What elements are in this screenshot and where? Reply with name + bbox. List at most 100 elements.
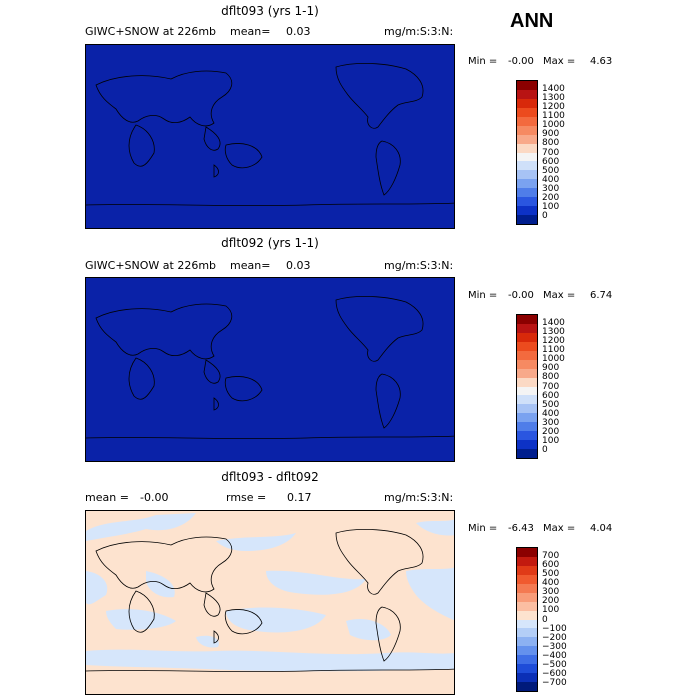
colorbar-swatch [517,431,537,441]
colorbar-tick-label: 500 [542,165,560,176]
colorbar-swatch [517,548,537,557]
panel1-map-fill [86,45,454,228]
colorbar-tick-label: −600 [542,668,567,679]
colorbar-tick-label: 500 [542,569,560,580]
colorbar-tick-label: 500 [542,399,560,410]
colorbar-swatch [517,188,537,198]
colorbar-tick-label: 1200 [542,102,565,113]
colorbar-swatch [517,646,537,656]
colorbar-swatch [517,377,537,387]
panel1-min-label: Min = [468,56,498,67]
colorbar-tick-label: −700 [542,677,567,688]
panel1-field-label: GIWC+SNOW at 226mb [85,25,217,38]
panel2-min-value: -0.00 [508,290,534,301]
panel1-coastlines [86,62,454,206]
colorbar-swatch [517,664,537,674]
colorbar-tick-label: 400 [542,408,560,419]
colorbar-swatch [517,197,537,207]
colorbar-tick-label: 0 [542,444,548,455]
colorbar-swatch [517,152,537,162]
coastline [375,140,401,196]
panel2-field-label: GIWC+SNOW at 226mb [85,259,217,272]
colorbar-tick-label: 1400 [542,84,565,95]
panel3-negative-regions [86,513,454,672]
colorbar-tick-label: −300 [542,641,567,652]
coastline [375,606,401,662]
colorbar-tick-label: 600 [542,390,560,401]
colorbar-tick-label: 400 [542,174,560,185]
coastline [213,164,219,178]
colorbar-tick-label: 800 [542,138,560,149]
colorbar-swatch [517,422,537,432]
colorbar-tick-label: 1300 [542,327,565,338]
panel1-mean-label: mean= [230,25,271,38]
colorbar-swatch [517,179,537,189]
panel3-mean-value: -0.00 [140,491,169,504]
coastline [213,397,219,411]
colorbar-swatch [517,601,537,611]
colorbar-tick-label: 100 [542,201,560,212]
coastline [335,62,424,129]
coastline [95,303,233,360]
panel1-mean-value: 0.03 [286,25,311,38]
colorbar-swatch [517,386,537,396]
colorbar-swatch [517,628,537,638]
panel2-map [85,277,455,462]
colorbar-tick-label: 400 [542,578,560,589]
panel3-min-value: -6.43 [508,523,534,534]
colorbar-tick-label: 300 [542,183,560,194]
panel1-units: mg/m:S:3:N: [384,25,454,38]
colorbar-tick-label: 600 [542,156,560,167]
colorbar-tick-label: 0 [542,210,548,221]
colorbar-tick-label: 1100 [542,111,565,122]
colorbar-tick-label: 1000 [542,354,565,365]
coastline [335,295,424,362]
colorbar-tick-label: −400 [542,650,567,661]
panel3-coastlines [86,528,454,672]
panel2-title: dflt092 (yrs 1-1) [221,236,319,250]
colorbar-swatch [517,341,537,351]
colorbar-tick-label: 0 [542,614,548,625]
colorbar-tick-label: −200 [542,632,567,643]
colorbar-swatch [517,440,537,450]
season-label: ANN [510,10,554,32]
colorbar-tick-label: 700 [542,381,560,392]
panel2-coastlines [86,295,454,439]
colorbar-swatch [517,332,537,342]
colorbar-swatch [517,116,537,126]
coastline [203,592,221,617]
colorbar-swatch [517,413,537,423]
colorbar-swatch [517,98,537,108]
colorbar-tick-label: 300 [542,417,560,428]
coastline [224,143,263,169]
panel3-rmse-value: 0.17 [287,491,312,504]
coastline [335,528,424,595]
colorbar-tick-label: 1200 [542,336,565,347]
colorbar-tick-label: 1400 [542,318,565,329]
colorbar-swatch [517,134,537,144]
colorbar-tick-label: 200 [542,192,560,203]
colorbar-swatch [517,574,537,584]
panel2-colorbar [516,314,538,459]
colorbar-tick-label: −100 [542,623,567,634]
colorbar-swatch [517,161,537,171]
colorbar-swatch [517,637,537,647]
colorbar-swatch [517,556,537,566]
colorbar-tick-label: 1000 [542,120,565,131]
panel1-max-value: 4.63 [590,56,613,67]
colorbar-swatch [517,215,537,224]
coastline [213,630,219,644]
colorbar-swatch [517,359,537,369]
panel3-title: dflt093 - dflt092 [221,470,319,484]
colorbar-swatch [517,619,537,629]
coastline [86,202,454,206]
panel3-max-value: 4.04 [590,523,613,534]
colorbar-tick-label: 700 [542,551,560,562]
panel2-max-label: Max = [543,290,576,301]
panel3-units: mg/m:S:3:N: [384,491,454,504]
panel2-map-svg [86,278,454,461]
colorbar-tick-label: 200 [542,426,560,437]
colorbar-swatch [517,81,537,90]
colorbar-swatch [517,89,537,99]
panel3-colorbar [516,547,538,692]
